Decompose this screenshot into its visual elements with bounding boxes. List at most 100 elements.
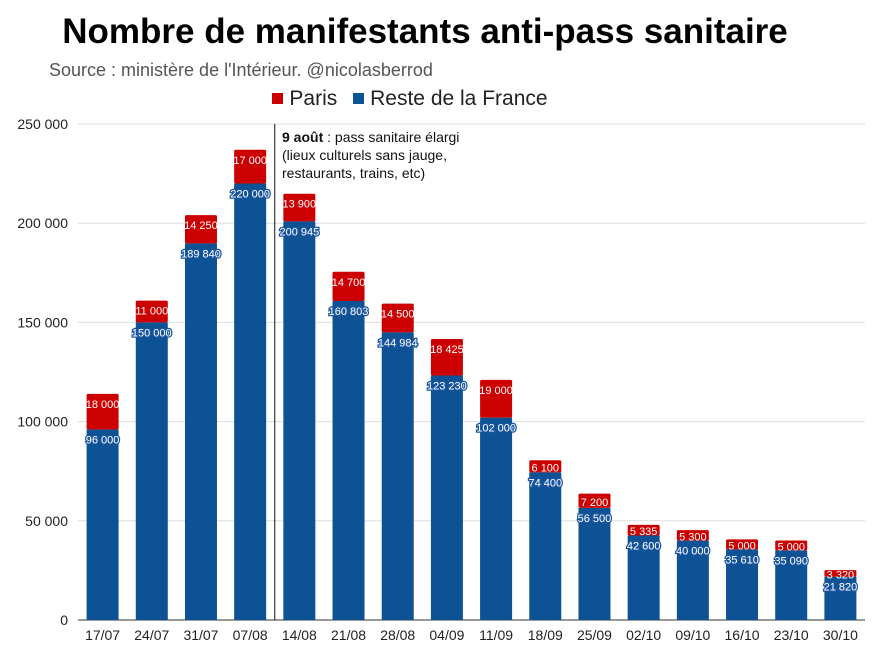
annotation-bold: 9 août [282,129,324,145]
data-label-reste: 74 400 [528,477,562,489]
legend-label-reste: Reste de la France [370,87,548,110]
y-tick-label: 0 [60,612,68,628]
data-label-reste: 35 090 [774,555,808,567]
x-tick-label: 21/08 [331,627,366,643]
x-tick-label: 14/08 [282,627,317,643]
bar-paris [86,393,119,430]
data-label-paris: 11 000 [135,306,168,318]
y-tick-label: 250 000 [17,116,68,132]
bar-reste [381,332,414,620]
bar-reste [726,549,759,620]
x-tick-label: 30/10 [823,627,858,643]
data-label-reste: 200 945 [279,226,319,238]
data-label-paris: 6 100 [532,462,560,474]
data-label-paris: 14 700 [332,277,366,289]
bar-reste [332,300,365,620]
bar-reste [578,507,611,620]
data-label-reste: 21 820 [824,582,858,594]
x-tick-label: 16/10 [725,627,760,643]
x-tick-label: 11/09 [479,627,513,643]
data-label-reste: 144 984 [378,337,418,349]
y-tick-label: 200 000 [17,215,68,231]
legend: Paris Reste de la France [0,87,820,111]
bar-paris [529,460,562,473]
legend-label-paris: Paris [289,87,338,110]
bar-reste [676,540,709,620]
data-label-reste: 160 803 [329,306,369,318]
data-label-paris: 5 000 [728,540,756,552]
bar-paris [775,540,808,551]
data-label-reste: 56 500 [578,513,612,525]
x-tick-label: 02/10 [626,627,661,643]
annotation-text: : pass sanitaire élargi (lieux culturels… [282,129,460,181]
bar-paris [184,215,217,244]
bar-paris [578,493,611,508]
chart-title: Nombre de manifestants anti-pass sanitai… [62,12,788,51]
data-label-reste: 96 000 [86,435,120,447]
data-label-paris: 5 335 [630,526,658,538]
data-label-reste: 40 000 [676,546,710,558]
legend-swatch-reste [353,93,365,104]
bar-reste [775,550,808,620]
data-label-reste: 220 000 [230,189,270,201]
bar-paris [824,570,857,577]
data-label-paris: 19 000 [479,385,513,397]
legend-item-reste: Reste de la France [353,87,548,110]
x-tick-label: 17/07 [85,627,120,643]
data-label-paris: 18 425 [430,344,464,356]
x-tick-label: 09/10 [675,627,710,643]
data-label-reste: 102 000 [476,423,516,435]
bar-paris [480,379,513,418]
bar-paris [430,338,463,376]
annotation: 9 août : pass sanitaire élargi (lieux cu… [282,128,482,182]
data-label-reste: 35 610 [725,554,759,566]
data-label-reste: 189 840 [181,248,221,260]
bar-paris [726,539,759,550]
x-tick-label: 28/08 [380,627,415,643]
bar-reste [824,576,857,620]
data-label-paris: 14 500 [381,309,415,321]
data-label-reste: 123 230 [427,381,467,393]
x-tick-label: 04/09 [429,627,464,643]
data-label-paris: 18 000 [86,399,120,411]
y-tick-label: 150 000 [17,314,68,330]
data-label-paris: 14 250 [184,220,218,232]
legend-swatch-paris [272,93,284,104]
data-label-paris: 5 300 [679,531,707,543]
bar-reste [135,322,168,620]
bar-reste [234,183,267,620]
y-tick-label: 50 000 [25,513,68,529]
bar-paris [234,149,267,184]
data-label-paris: 7 200 [581,497,609,509]
bar-paris [332,271,365,301]
bar-reste [627,535,660,620]
data-label-paris: 3 320 [827,569,855,581]
bar-reste [480,417,513,620]
bar-reste [529,472,562,620]
data-label-paris: 13 900 [283,199,317,211]
bar-reste [86,429,119,620]
x-tick-label: 31/07 [183,627,218,643]
x-tick-label: 07/08 [233,627,268,643]
bar-paris [283,193,316,222]
legend-item-paris: Paris [272,87,337,110]
data-label-reste: 150 000 [132,327,172,339]
x-tick-label: 25/09 [577,627,612,643]
data-label-paris: 5 000 [777,541,805,553]
bar-reste [430,375,463,620]
x-tick-label: 23/10 [774,627,809,643]
x-tick-label: 24/07 [134,627,169,643]
bar-paris [676,530,709,541]
y-tick-label: 100 000 [17,414,68,430]
data-label-reste: 42 600 [627,540,661,552]
bar-reste [283,221,316,620]
bar-reste [184,243,217,621]
bar-paris [381,303,414,333]
chart-subtitle: Source : ministère de l'Intérieur. @nico… [49,60,433,80]
bar-paris [135,300,168,323]
data-label-paris: 17 000 [233,155,267,167]
bar-paris [627,524,660,536]
x-tick-label: 18/09 [528,627,563,643]
